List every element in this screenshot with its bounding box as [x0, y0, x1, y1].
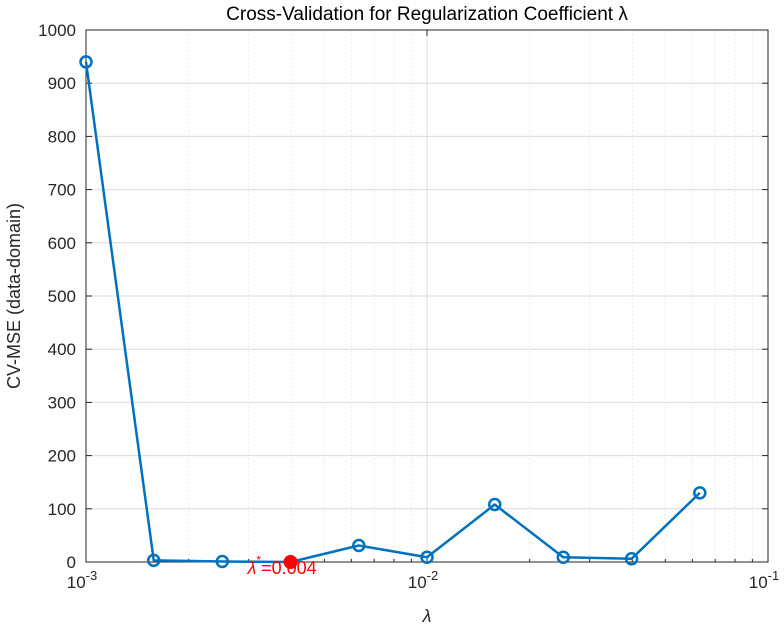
data-point	[556, 550, 571, 564]
data-point	[487, 497, 502, 512]
data-point	[352, 538, 366, 553]
x-axis-label: λ	[422, 606, 432, 626]
y-tick-label: 600	[48, 234, 76, 253]
y-tick-label: 300	[48, 393, 76, 412]
data-point	[624, 552, 639, 566]
x-tick-label: 10-1	[749, 568, 779, 592]
y-tick-label: 100	[48, 500, 76, 519]
series-line	[84, 61, 701, 564]
optimum-marker	[283, 555, 298, 569]
x-tick-label: 10-2	[408, 568, 438, 592]
optimum-annotation: λ*=0.004	[247, 553, 317, 578]
data-point	[79, 55, 93, 69]
y-tick-label: 200	[48, 447, 76, 466]
y-tick-label: 0	[67, 553, 76, 572]
y-tick-label: 400	[48, 340, 76, 359]
optimum-label: λ*=0.004	[247, 553, 317, 578]
y-axis-label: CV-MSE (data-domain)	[4, 203, 24, 389]
data-point	[420, 550, 434, 564]
y-tick-label: 900	[48, 74, 76, 93]
x-tick-label: 10-3	[67, 568, 97, 592]
data-series	[79, 55, 707, 569]
data-point	[146, 553, 161, 568]
y-tick-label: 1000	[38, 21, 76, 40]
data-point	[693, 486, 707, 500]
y-tick-label: 800	[48, 127, 76, 146]
data-point	[215, 554, 230, 569]
labels: Cross-Validation for Regularization Coef…	[4, 4, 628, 626]
y-tick-label: 700	[48, 181, 76, 200]
y-tick-label: 500	[48, 287, 76, 306]
chart-title: Cross-Validation for Regularization Coef…	[226, 4, 628, 25]
